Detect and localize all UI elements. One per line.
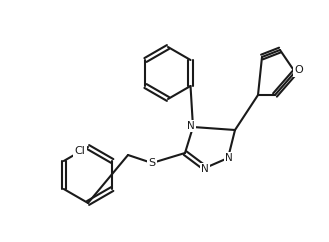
Text: N: N [225, 153, 233, 163]
Text: N: N [187, 121, 195, 131]
Text: O: O [295, 65, 303, 75]
Text: Cl: Cl [75, 146, 86, 156]
Text: S: S [148, 158, 156, 168]
Text: N: N [201, 164, 209, 174]
